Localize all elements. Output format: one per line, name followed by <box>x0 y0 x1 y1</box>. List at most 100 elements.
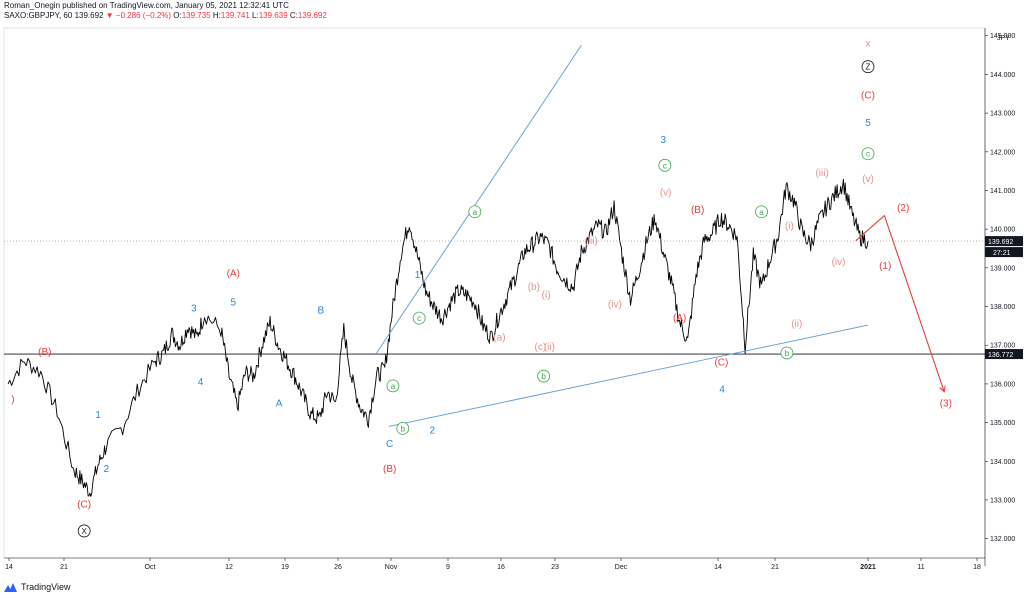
wave-label: b <box>541 372 546 381</box>
wave-label: 5 <box>230 298 236 309</box>
wave-label: (i) <box>542 290 551 301</box>
level-price-label: 136.772 <box>988 352 1013 359</box>
wave-label-circle <box>468 205 482 219</box>
wave-label: 2 <box>104 464 110 475</box>
price-tick-label: 136.000 <box>990 381 1015 388</box>
change-indicator-icon: ▼ <box>105 11 114 20</box>
price-change: −0.286 (−0.2%) <box>115 11 172 20</box>
tradingview-logo-icon <box>4 582 18 592</box>
price-tick-label: 135.000 <box>990 420 1015 427</box>
wave-label: (C) <box>861 91 875 102</box>
price-tick-label: 139.000 <box>990 265 1015 272</box>
time-tick-label: 23 <box>551 564 559 571</box>
price-tick-label: 144.000 <box>990 72 1015 79</box>
time-tick-label: 21 <box>771 564 779 571</box>
wave-label: Z <box>866 63 871 72</box>
wave-label-circle <box>861 147 875 161</box>
time-axis[interactable]: 14 21 Oct 12 19 26 Nov 9 16 23 Dec 14 21 2021 11 18 <box>4 557 985 571</box>
wave-label: (v) <box>862 174 874 185</box>
wave-label: (iii) <box>815 168 828 179</box>
wave-label-circle <box>537 369 551 383</box>
wave-label: a <box>473 208 478 217</box>
last-price-label: 139.692 <box>988 239 1013 246</box>
wave-label: c <box>663 161 667 170</box>
wave-label: b <box>785 349 790 358</box>
wave-label-circle <box>396 422 410 435</box>
wave-label: 3 <box>191 303 197 314</box>
wave-label: (a) <box>493 332 505 343</box>
price-tick-label: 142.000 <box>990 149 1015 156</box>
wave-label: (iii) <box>584 236 597 247</box>
wave-label-circle <box>386 379 400 393</box>
price-tick-label: 138.000 <box>990 304 1015 311</box>
wave-label: (i) <box>785 221 794 232</box>
time-tick-label: Oct <box>145 564 156 571</box>
wave-label: x <box>866 38 871 49</box>
wave-label: 2 <box>429 425 435 436</box>
price-tick-label: 137.000 <box>990 343 1015 350</box>
price-tick-label: 133.000 <box>990 497 1015 504</box>
wave-label-circle <box>412 311 426 325</box>
wave-label: (A) <box>673 313 686 324</box>
wave-label: b <box>401 424 406 433</box>
wave-label: (b) <box>528 282 540 293</box>
low-value: 139.639 <box>258 11 288 20</box>
tradingview-watermark[interactable]: TradingView <box>4 582 71 592</box>
close-label: C: <box>289 11 298 20</box>
wave-label: 1 <box>415 270 421 281</box>
wave-label: c <box>417 314 421 323</box>
time-tick-label: 11 <box>917 564 924 571</box>
wave-label: C <box>386 439 393 450</box>
price-tick-label: 145.000 <box>990 33 1015 40</box>
trendline-1[interactable] <box>376 45 582 354</box>
wave-label: a <box>759 208 764 217</box>
high-value: 139.741 <box>220 11 250 20</box>
trendlines[interactable] <box>4 45 985 427</box>
price-tick-label: 140.000 <box>990 227 1015 234</box>
wave-label-circle <box>861 60 875 74</box>
wave-label: 5 <box>865 118 871 129</box>
symbol[interactable]: SAXO:GBPJPY, 60 <box>4 11 73 20</box>
time-tick-label: 18 <box>973 564 981 571</box>
price-tick-label: 141.000 <box>990 188 1015 195</box>
price-tick-label: 134.000 <box>990 459 1015 466</box>
wave-label: (iv) <box>608 300 622 311</box>
last-price: 139.692 <box>74 11 104 20</box>
wave-label: a <box>391 382 396 391</box>
wave-label: (B) <box>383 464 396 475</box>
price-axis[interactable]: 145.000 144.000 143.000 142.000 141.000 140.0… <box>984 28 1023 566</box>
wave-label: 4 <box>198 377 204 388</box>
wave-label: 1 <box>95 410 101 421</box>
low-label: L: <box>252 11 259 20</box>
open-label: O: <box>173 11 182 20</box>
wave-label: (ii) <box>544 342 555 353</box>
wave-labels: (B))(C)X12345(A)ABabcC(B)21a(a)(b)(i)(c)… <box>11 38 952 538</box>
wave-label: ) <box>11 394 14 405</box>
projection-arrow-icon <box>939 385 946 393</box>
wave-label-circle <box>755 205 768 219</box>
wave-label: 3 <box>660 135 666 146</box>
watermark-text: TradingView <box>21 582 71 592</box>
chart-grid <box>3 27 986 559</box>
time-tick-label: 26 <box>334 564 342 571</box>
wave-label: (v) <box>660 187 672 198</box>
time-tick-label: 21 <box>60 564 68 571</box>
wave-label: (ii) <box>791 319 802 330</box>
time-tick-label: 16 <box>497 564 505 571</box>
high-label: H: <box>212 11 221 20</box>
time-tick-label: 12 <box>225 564 233 571</box>
wave-label: (A) <box>227 269 240 280</box>
wave-label-circle <box>658 158 672 172</box>
time-tick-label: 2021 <box>860 564 876 571</box>
wave-label: (C) <box>714 358 728 369</box>
level-price-badge <box>985 349 1023 360</box>
currency-label: JPY <box>997 35 1010 42</box>
wave-label: B <box>318 305 325 316</box>
wave-label: X <box>81 527 87 536</box>
publisher-text: Roman_Onegin published on TradingView.co… <box>4 1 289 10</box>
open-value: 139.735 <box>181 11 211 20</box>
wave-label: (C) <box>77 500 91 511</box>
projection-path[interactable] <box>855 214 945 392</box>
trendline-2[interactable] <box>388 324 869 427</box>
